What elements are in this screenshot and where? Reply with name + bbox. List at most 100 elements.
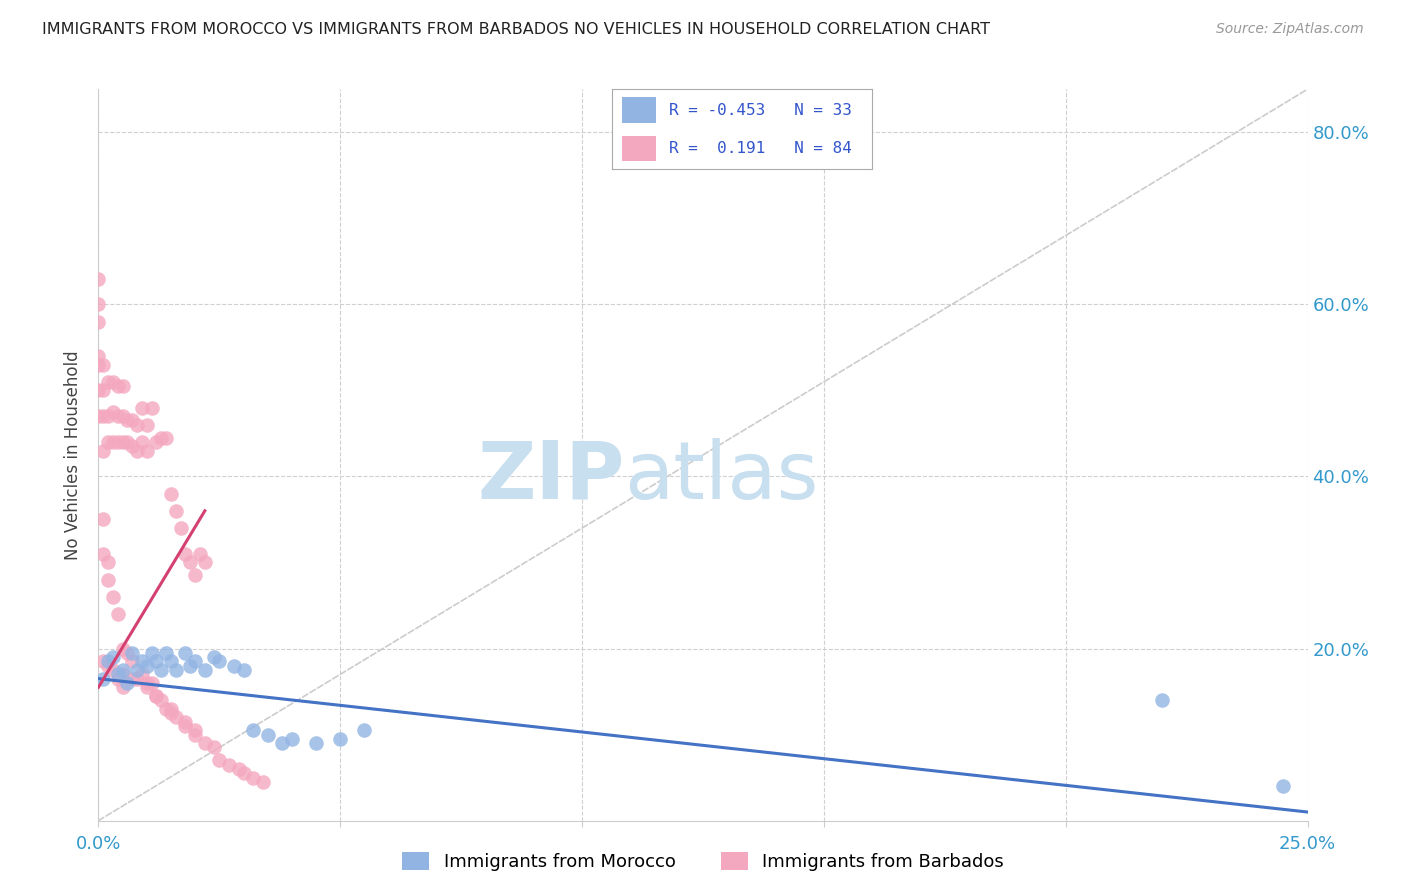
Point (145, 689, 167, 703)
Point (87, 358, 110, 372)
Point (174, 547, 197, 561)
Text: atlas: atlas (624, 438, 818, 516)
Point (1272, 779, 1295, 793)
Point (91, 512, 114, 526)
Point (87, 409, 110, 424)
Text: Source: ZipAtlas.com: Source: ZipAtlas.com (1216, 22, 1364, 37)
Point (121, 672, 143, 686)
Point (107, 435, 129, 450)
Y-axis label: No Vehicles in Household: No Vehicles in Household (65, 350, 83, 560)
Point (111, 379, 134, 393)
Point (208, 655, 231, 669)
Point (87, 349, 110, 363)
Point (184, 655, 207, 669)
Point (141, 401, 163, 415)
Point (127, 443, 149, 458)
Point (111, 667, 134, 681)
Point (91, 358, 114, 372)
Text: R = -0.453   N = 33: R = -0.453 N = 33 (669, 103, 852, 118)
Point (174, 714, 197, 729)
Point (165, 504, 187, 518)
Point (121, 439, 143, 453)
Point (150, 693, 173, 707)
Point (97, 658, 120, 673)
Point (101, 405, 124, 419)
Point (135, 417, 157, 432)
Point (111, 641, 134, 656)
Point (174, 646, 197, 660)
Point (150, 663, 173, 677)
Point (222, 658, 245, 673)
Point (91, 672, 114, 686)
Point (204, 650, 226, 665)
Legend: Immigrants from Morocco, Immigrants from Barbados: Immigrants from Morocco, Immigrants from… (395, 845, 1011, 879)
Point (91, 655, 114, 669)
Point (91, 547, 114, 561)
Point (169, 521, 191, 535)
Point (135, 676, 157, 690)
Point (242, 723, 264, 738)
Point (271, 736, 294, 750)
Point (97, 556, 120, 570)
Point (145, 655, 167, 669)
Point (127, 417, 149, 432)
Point (329, 731, 352, 746)
Point (174, 719, 197, 733)
Point (97, 573, 120, 587)
Point (101, 435, 124, 450)
Point (135, 680, 157, 694)
Point (97, 375, 120, 389)
Point (107, 409, 129, 424)
Point (252, 775, 274, 789)
Point (107, 667, 129, 681)
Point (145, 435, 167, 450)
Point (228, 762, 250, 776)
Point (87, 314, 110, 328)
Point (97, 655, 120, 669)
Point (232, 663, 254, 677)
Point (97, 435, 120, 450)
Point (208, 753, 231, 767)
Point (107, 607, 129, 621)
Text: IMMIGRANTS FROM MOROCCO VS IMMIGRANTS FROM BARBADOS NO VEHICLES IN HOUSEHOLD COR: IMMIGRANTS FROM MOROCCO VS IMMIGRANTS FR… (42, 22, 990, 37)
Point (179, 658, 201, 673)
Point (121, 413, 143, 427)
Point (91, 443, 114, 458)
Point (107, 379, 129, 393)
Point (155, 431, 177, 445)
Point (121, 655, 143, 669)
Point (160, 486, 183, 500)
Point (131, 435, 153, 450)
Point (155, 702, 177, 716)
Point (87, 271, 110, 285)
Point (111, 663, 134, 677)
Point (135, 443, 157, 458)
Point (131, 655, 153, 669)
Point (87, 384, 110, 398)
Point (184, 723, 207, 738)
Point (232, 766, 254, 780)
Text: R =  0.191   N = 84: R = 0.191 N = 84 (669, 141, 852, 156)
Point (188, 547, 211, 561)
Point (218, 757, 240, 772)
Point (97, 409, 120, 424)
Point (101, 590, 124, 604)
Point (135, 658, 157, 673)
Point (155, 646, 177, 660)
Point (150, 431, 173, 445)
Point (194, 663, 217, 677)
Point (131, 667, 153, 681)
Text: ZIP: ZIP (477, 438, 624, 516)
Point (165, 663, 187, 677)
Point (101, 375, 124, 389)
Point (281, 731, 304, 746)
Point (160, 706, 183, 720)
Point (256, 728, 278, 742)
Point (141, 646, 163, 660)
Point (127, 663, 149, 677)
Point (131, 401, 153, 415)
Point (91, 384, 114, 398)
Point (145, 689, 167, 703)
Point (111, 435, 134, 450)
Point (194, 556, 217, 570)
